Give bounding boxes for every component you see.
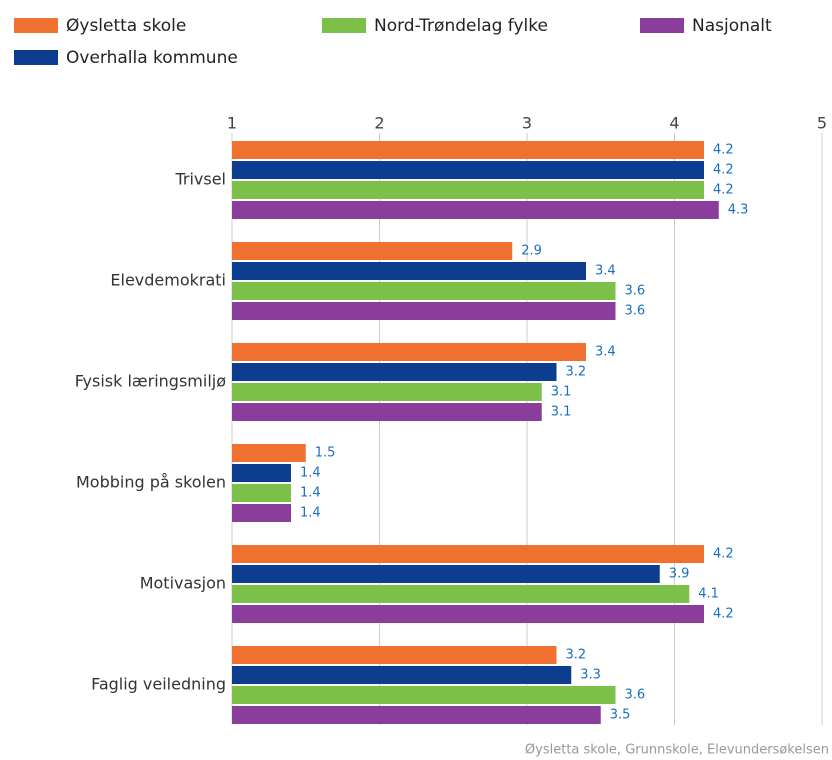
value-label: 4.2 <box>713 163 734 178</box>
bar <box>232 444 306 462</box>
value-label: 1.5 <box>315 446 336 461</box>
value-label: 3.6 <box>625 284 646 299</box>
bar <box>232 706 601 724</box>
x-tick-label: 5 <box>817 114 827 133</box>
value-label: 1.4 <box>300 466 321 481</box>
value-label: 4.2 <box>713 607 734 622</box>
value-label: 3.1 <box>551 385 572 400</box>
bar <box>232 585 690 603</box>
bar <box>232 646 557 664</box>
bar <box>232 605 704 623</box>
value-label: 3.2 <box>566 648 587 663</box>
value-label: 4.2 <box>713 547 734 562</box>
legend-swatch <box>322 18 366 33</box>
value-label: 1.4 <box>300 506 321 521</box>
bar <box>232 464 291 482</box>
legend-label: Overhalla kommune <box>66 48 238 68</box>
category-label: Motivasjon <box>140 574 226 593</box>
category-label: Elevdemokrati <box>110 271 226 290</box>
bar <box>232 383 542 401</box>
value-label: 3.6 <box>625 688 646 703</box>
legend-swatch <box>14 18 58 33</box>
bar <box>232 262 586 280</box>
x-tick-label: 1 <box>227 114 237 133</box>
bar <box>232 141 704 159</box>
value-label: 3.4 <box>595 345 616 360</box>
category-label: Mobbing på skolen <box>76 473 226 492</box>
bar <box>232 363 557 381</box>
bar <box>232 666 572 684</box>
value-label: 3.4 <box>595 264 616 279</box>
caption: Øysletta skole, Grunnskole, Elevundersøk… <box>525 743 829 758</box>
bar <box>232 302 616 320</box>
value-label: 3.1 <box>551 405 572 420</box>
value-label: 4.1 <box>698 587 719 602</box>
legend-label: Nasjonalt <box>692 16 772 36</box>
x-tick-label: 2 <box>374 114 384 133</box>
bar <box>232 545 704 563</box>
bar <box>232 343 586 361</box>
bar <box>232 242 513 260</box>
bar <box>232 565 660 583</box>
legend-swatch <box>14 50 58 65</box>
bar <box>232 201 719 219</box>
bar <box>232 504 291 522</box>
x-tick-label: 4 <box>669 114 679 133</box>
x-tick-label: 3 <box>522 114 532 133</box>
category-label: Trivsel <box>174 170 226 189</box>
bar <box>232 282 616 300</box>
legend-label: Nord-Trøndelag fylke <box>374 16 548 36</box>
value-label: 2.9 <box>521 244 542 259</box>
value-label: 3.2 <box>566 365 587 380</box>
category-label: Faglig veiledning <box>91 675 226 694</box>
value-label: 3.9 <box>669 567 690 582</box>
bar <box>232 484 291 502</box>
category-label: Fysisk læringsmiljø <box>75 372 226 391</box>
value-label: 3.3 <box>580 668 601 683</box>
bar <box>232 686 616 704</box>
legend-swatch <box>640 18 684 33</box>
value-label: 4.2 <box>713 143 734 158</box>
bar <box>232 161 704 179</box>
value-label: 3.6 <box>625 304 646 319</box>
bar <box>232 403 542 421</box>
value-label: 4.3 <box>728 203 749 218</box>
value-label: 1.4 <box>300 486 321 501</box>
legend-label: Øysletta skole <box>66 16 186 36</box>
value-label: 4.2 <box>713 183 734 198</box>
value-label: 3.5 <box>610 708 631 723</box>
bar <box>232 181 704 199</box>
